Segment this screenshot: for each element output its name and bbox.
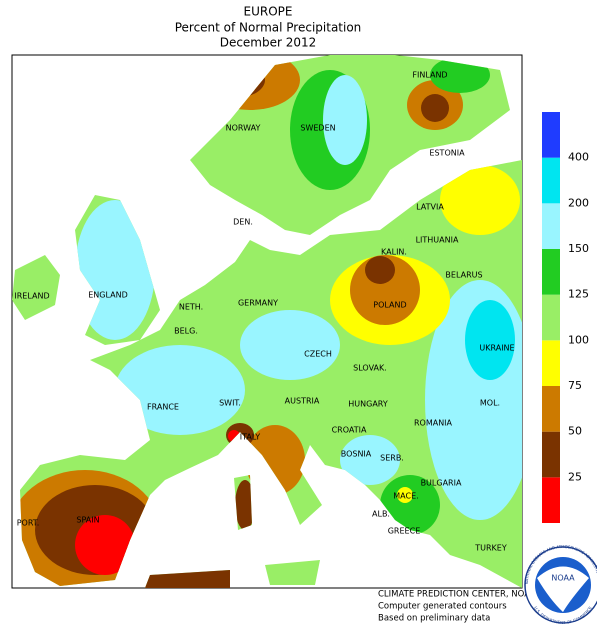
country-label: MACE. xyxy=(393,492,418,501)
country-label: IRELAND xyxy=(14,292,49,301)
country-label: UKRAINE xyxy=(479,344,514,353)
legend-tick-label: 150 xyxy=(568,242,589,255)
country-label: BULGARIA xyxy=(421,479,462,488)
country-label: POLAND xyxy=(373,301,406,310)
country-label: ALB. xyxy=(372,510,390,519)
country-label: AUSTRIA xyxy=(285,397,320,406)
legend-tick-label: 100 xyxy=(568,333,589,346)
country-label: KALIN. xyxy=(381,248,407,257)
legend-tick-label: 25 xyxy=(568,470,582,483)
legend-swatch xyxy=(542,340,560,386)
legend-swatch xyxy=(542,249,560,295)
country-label: FINLAND xyxy=(412,71,447,80)
country-label: DEN. xyxy=(233,218,253,227)
country-label: ROMANIA xyxy=(414,419,453,428)
map-region: EUROPE xyxy=(244,5,293,19)
noaa-logo: NOAA NATIONAL OCEANIC AND ATMOSPHERIC AD… xyxy=(524,544,597,625)
country-label: HUNGARY xyxy=(348,400,388,409)
legend-swatch xyxy=(542,431,560,478)
country-label: ITALY xyxy=(240,433,260,442)
country-label: LITHUANIA xyxy=(416,236,459,245)
map-title: Percent of Normal Precipitation xyxy=(175,21,362,35)
legend-tick-label: 200 xyxy=(568,196,589,209)
legend-swatch xyxy=(542,112,560,158)
country-label: FRANCE xyxy=(147,403,179,412)
legend-tick-label: 400 xyxy=(568,151,589,164)
country-label: SLOVAK. xyxy=(353,364,387,373)
country-label: TURKEY xyxy=(474,544,507,553)
country-label: CROATIA xyxy=(332,426,367,435)
legend-swatch xyxy=(542,477,560,523)
country-label: GREECE xyxy=(388,527,421,536)
country-label: BELG. xyxy=(174,327,198,336)
legend: 25 50 75 100 125 150 200 400 xyxy=(542,112,589,523)
country-label: MOL. xyxy=(480,399,500,408)
footer-line: Based on preliminary data xyxy=(378,614,490,624)
map-period: December 2012 xyxy=(220,36,317,50)
country-label: CZECH xyxy=(304,350,332,359)
country-label: SWIT. xyxy=(219,399,241,408)
country-label: GERMANY xyxy=(238,299,278,308)
country-label: BOSNIA xyxy=(341,450,372,459)
legend-swatch xyxy=(542,386,560,432)
legend-tick-label: 125 xyxy=(568,288,589,301)
country-label: SERB. xyxy=(380,454,404,463)
legend-swatch xyxy=(542,294,560,341)
country-label: ESTONIA xyxy=(429,149,465,158)
country-label: NORWAY xyxy=(226,124,261,133)
footer: CLIMATE PREDICTION CENTER, NOAA Computer… xyxy=(378,590,536,624)
legend-swatch xyxy=(542,203,560,249)
country-labels: FINLAND NORWAY SWEDEN ESTONIA LATVIA DEN. LITH… xyxy=(14,71,514,553)
country-label: ENGLAND xyxy=(88,291,128,300)
country-label: SPAIN xyxy=(76,516,99,525)
footer-line: Computer generated contours xyxy=(378,602,507,612)
country-label: BELARUS xyxy=(445,271,482,280)
legend-swatch xyxy=(542,157,560,204)
logo-text: NOAA xyxy=(551,574,575,583)
legend-tick-label: 75 xyxy=(568,379,582,392)
country-label: NETH. xyxy=(179,303,203,312)
country-label: PORT. xyxy=(17,519,40,528)
legend-tick-label: 50 xyxy=(568,425,582,438)
country-label: LATVIA xyxy=(416,203,444,212)
footer-line: CLIMATE PREDICTION CENTER, NOAA xyxy=(378,590,536,600)
country-label: SWEDEN xyxy=(300,124,335,133)
